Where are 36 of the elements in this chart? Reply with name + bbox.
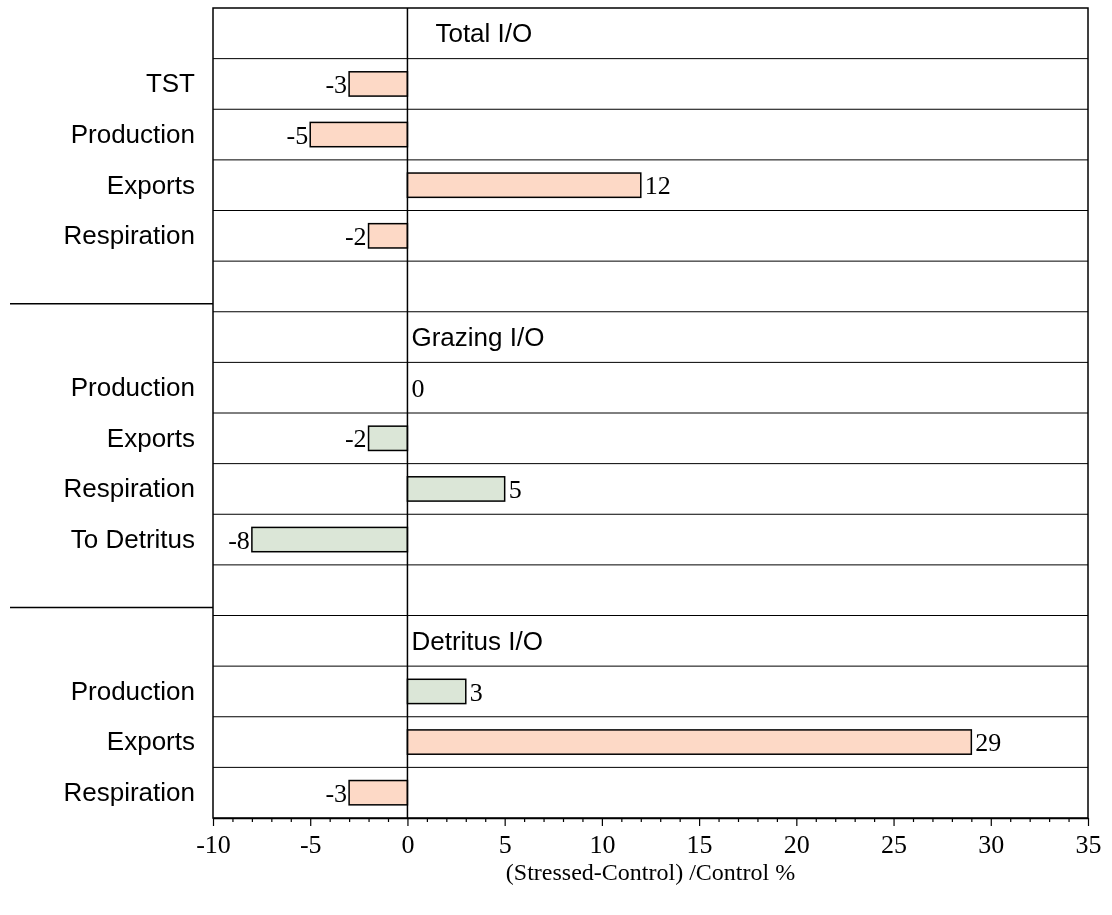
y-tick-label: Respiration [63,473,195,504]
y-tick-label: Exports [106,726,195,757]
y-tick-label: To Detritus [70,523,195,554]
data-label: -5 [286,120,309,150]
data-label: -8 [228,525,250,555]
data-label: -2 [344,221,367,251]
x-tick-label: 15 [686,830,713,859]
data-label: 29 [975,728,1002,758]
y-tick-label: Production [70,675,195,706]
x-tick-label: -10 [196,830,231,859]
data-label: -2 [344,424,367,454]
data-label: 0 [411,373,425,403]
y-tick-label: Production [70,118,195,149]
data-label: -3 [325,778,348,808]
data-label: 12 [644,171,671,201]
x-tick-label: 5 [498,830,512,859]
y-tick-label: Exports [106,422,195,453]
x-tick-label: 0 [401,830,415,859]
x-axis-title: (Stressed-Control) /Control % [505,859,796,885]
data-label: -3 [325,70,348,100]
annotation: Grazing I/O [411,322,545,353]
data-label: 3 [469,677,483,707]
y-tick-label: Respiration [63,777,195,808]
x-tick-label: 30 [978,830,1005,859]
x-tick-label: 35 [1075,830,1102,859]
y-tick-label: Respiration [63,220,195,251]
y-tick-label: TST [145,68,196,99]
annotation: Total I/O [435,18,533,49]
x-tick-label: 25 [881,830,908,859]
data-label: 5 [508,475,522,505]
y-tick-label: Exports [106,169,195,200]
annotation: Detritus I/O [411,625,543,656]
x-tick-label: 20 [783,830,810,859]
x-tick-label: -5 [299,830,322,859]
y-tick-label: Production [70,372,195,403]
x-tick-label: 10 [589,830,616,859]
